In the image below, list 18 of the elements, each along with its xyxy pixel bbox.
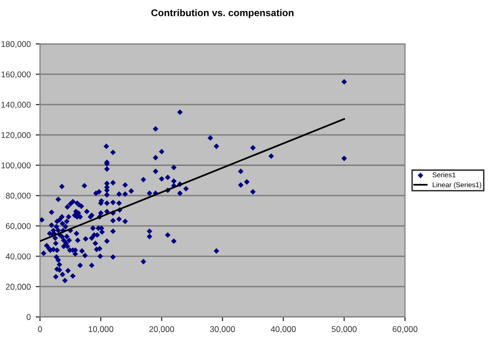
y-tick-label: 140,000 bbox=[1, 102, 31, 109]
x-tick-label: 60,000 bbox=[392, 326, 418, 334]
x-tick-label: 30,000 bbox=[210, 326, 235, 334]
y-tick-label: 20,000 bbox=[6, 284, 31, 291]
x-tick-label: 0 bbox=[38, 326, 42, 332]
y-tick-label: 100,000 bbox=[1, 162, 31, 170]
y-tick-label: 60,000 bbox=[6, 223, 31, 230]
y-tick-label: 80,000 bbox=[6, 192, 31, 200]
y-tick-label: 180,000 bbox=[1, 41, 31, 48]
x-tick-label: 50,000 bbox=[332, 326, 357, 334]
y-tick-label: 40,000 bbox=[6, 253, 31, 260]
y-tick-label: 160,000 bbox=[1, 71, 31, 78]
chart-title: Contribution vs. compensation bbox=[151, 9, 294, 18]
y-tick-label: 120,000 bbox=[1, 132, 31, 139]
x-tick-label: 10,000 bbox=[88, 326, 114, 334]
x-tick-label: 20,000 bbox=[149, 326, 174, 334]
y-tick-label: 0 bbox=[26, 314, 31, 320]
x-tick-label: 40,000 bbox=[270, 326, 296, 334]
